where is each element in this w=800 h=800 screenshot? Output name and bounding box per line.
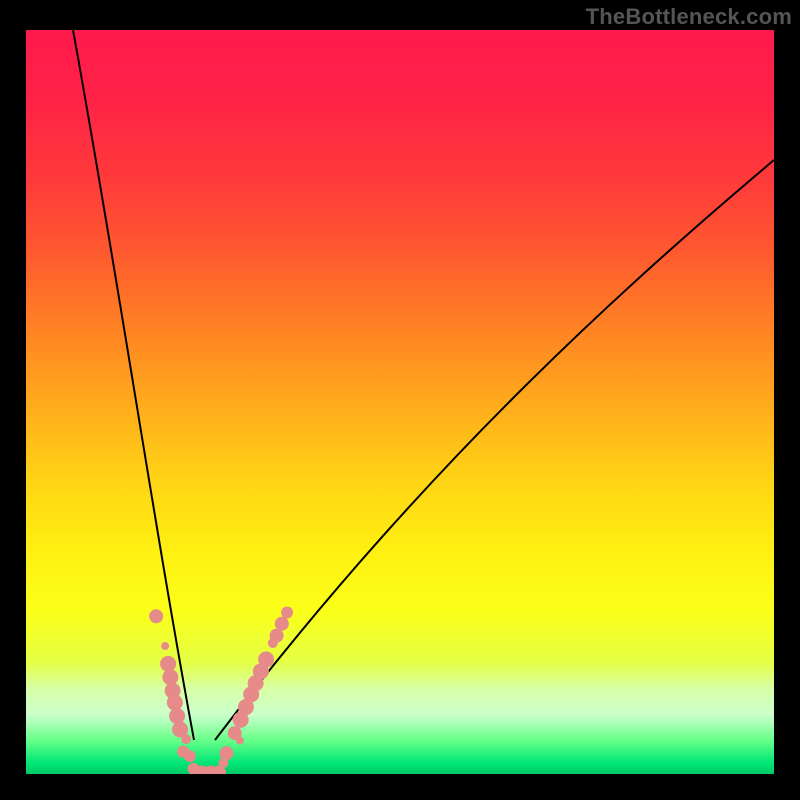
- data-marker: [219, 746, 233, 760]
- data-marker: [149, 609, 163, 623]
- watermark-text: TheBottleneck.com: [586, 4, 792, 30]
- data-marker: [184, 750, 196, 762]
- data-marker: [275, 617, 289, 631]
- data-marker: [181, 734, 191, 744]
- chart-container: TheBottleneck.com: [0, 0, 800, 800]
- data-marker: [258, 651, 274, 667]
- data-marker: [161, 642, 169, 650]
- data-marker: [169, 708, 185, 724]
- data-marker: [228, 726, 242, 740]
- bottleneck-chart: [0, 0, 800, 800]
- plot-area: [26, 30, 774, 780]
- data-marker: [270, 629, 284, 643]
- data-marker: [162, 669, 178, 685]
- gradient-background: [26, 30, 774, 774]
- data-marker: [160, 656, 176, 672]
- data-marker: [167, 695, 183, 711]
- data-marker: [281, 607, 293, 619]
